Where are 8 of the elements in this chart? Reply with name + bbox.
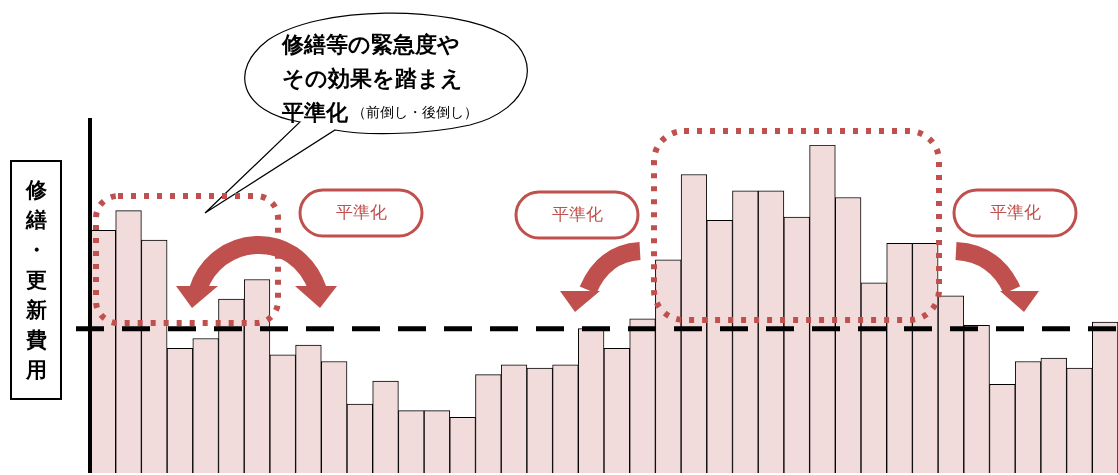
text: 平準化 <box>282 99 348 127</box>
annotation: 平準化 <box>988 201 1042 224</box>
y-axis-title: 修繕・更新費用 <box>25 177 47 384</box>
text: （前倒し・後倒し） <box>352 104 478 122</box>
text: その効果を踏まえ <box>282 65 463 93</box>
text: 修繕等の緊急度や <box>282 31 460 59</box>
annotation: 平準化 <box>550 203 604 226</box>
annotation: 平準化 <box>334 201 388 224</box>
